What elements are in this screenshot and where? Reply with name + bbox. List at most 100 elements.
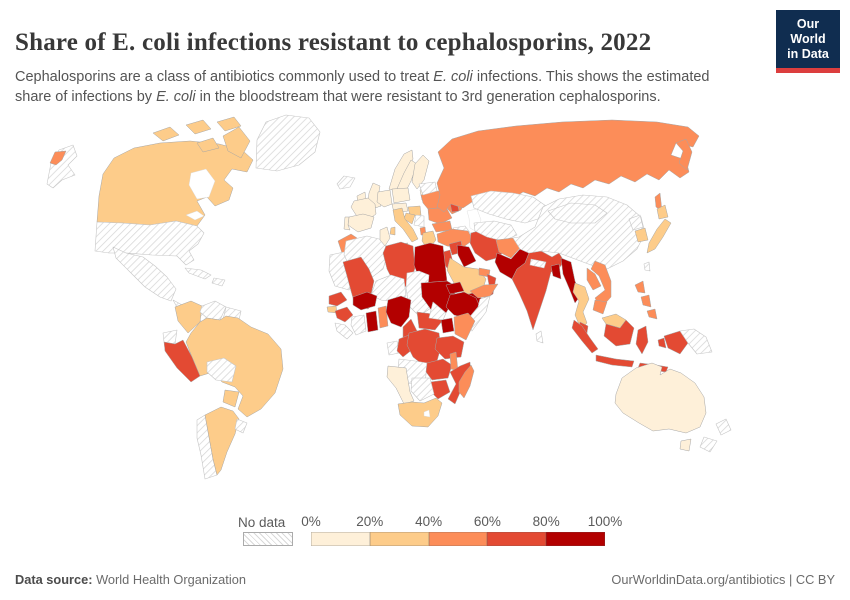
country-japan-hokkaido[interactable] bbox=[656, 204, 669, 220]
country-burkina-faso[interactable] bbox=[352, 291, 378, 311]
country-uganda[interactable] bbox=[440, 317, 455, 334]
owid-logo-line1: Our World bbox=[790, 17, 826, 46]
country-portugal[interactable] bbox=[343, 216, 351, 231]
country-turkey[interactable] bbox=[436, 228, 474, 249]
owid-logo[interactable]: Our World in Data bbox=[776, 10, 840, 73]
country-ecuador[interactable] bbox=[162, 329, 178, 345]
legend-tick-100: 100% bbox=[587, 514, 623, 529]
chart-subtitle: Cephalosporins are a class of antibiotic… bbox=[15, 67, 727, 108]
country-indonesia-papua[interactable] bbox=[663, 330, 689, 355]
country-cote-divoire[interactable] bbox=[350, 314, 367, 336]
country-uruguay[interactable] bbox=[234, 418, 248, 434]
region-hispaniola[interactable] bbox=[211, 277, 226, 287]
country-kenya[interactable] bbox=[453, 312, 476, 341]
country-canada-arctic-island[interactable] bbox=[152, 126, 180, 142]
country-mexico[interactable] bbox=[112, 246, 177, 302]
country-argentina[interactable] bbox=[204, 406, 240, 476]
country-indonesia-java[interactable] bbox=[595, 354, 635, 368]
country-canada[interactable] bbox=[96, 140, 254, 227]
country-bolivia[interactable] bbox=[206, 357, 237, 383]
legend-color-bar bbox=[311, 532, 605, 546]
country-philippines[interactable] bbox=[640, 294, 652, 308]
country-paraguay[interactable] bbox=[222, 389, 240, 408]
country-russia-kamchatka[interactable] bbox=[675, 138, 693, 171]
country-bangladesh[interactable] bbox=[550, 263, 562, 280]
country-sri-lanka[interactable] bbox=[535, 330, 544, 344]
country-mongolia[interactable] bbox=[547, 202, 608, 224]
country-philippines-mindanao[interactable] bbox=[646, 308, 658, 320]
legend-no-data-swatch[interactable] bbox=[243, 532, 293, 546]
country-canada-arctic-island[interactable] bbox=[216, 116, 242, 132]
country-china[interactable] bbox=[512, 194, 646, 270]
country-greenland[interactable] bbox=[255, 114, 321, 172]
country-canada-arctic-island[interactable] bbox=[185, 119, 212, 135]
country-russia-chukotka[interactable] bbox=[49, 150, 67, 166]
country-australia-tasmania[interactable] bbox=[679, 438, 692, 452]
country-zambia[interactable] bbox=[425, 358, 453, 381]
country-gabon[interactable] bbox=[386, 340, 400, 356]
country-taiwan[interactable] bbox=[643, 261, 651, 272]
country-indonesia-maluku[interactable] bbox=[657, 337, 667, 349]
legend-bin-40-60[interactable] bbox=[428, 532, 488, 546]
country-italy[interactable] bbox=[392, 207, 419, 243]
country-botswana[interactable] bbox=[410, 377, 435, 402]
country-italy-sardinia[interactable] bbox=[389, 226, 396, 236]
country-belarus[interactable] bbox=[418, 181, 438, 196]
subtitle-italic-ecoli: E. coli bbox=[156, 89, 196, 106]
country-iraq[interactable] bbox=[456, 244, 477, 268]
hudson-bay bbox=[188, 168, 216, 200]
country-nepal[interactable] bbox=[529, 258, 547, 269]
country-guinea[interactable] bbox=[334, 306, 354, 323]
country-japan[interactable] bbox=[646, 218, 672, 254]
country-australia[interactable] bbox=[614, 362, 707, 434]
lesotho bbox=[423, 409, 431, 418]
country-tunisia[interactable] bbox=[379, 226, 391, 247]
country-iceland[interactable] bbox=[336, 175, 356, 190]
country-ghana[interactable] bbox=[365, 310, 379, 333]
region-somaliland[interactable] bbox=[469, 283, 499, 299]
region-togo-benin[interactable] bbox=[377, 305, 389, 329]
country-nigeria[interactable] bbox=[385, 295, 412, 328]
country-eritrea[interactable] bbox=[445, 281, 465, 295]
country-madagascar[interactable] bbox=[458, 364, 475, 399]
country-laos[interactable] bbox=[586, 267, 602, 291]
subtitle-text: infections. This shows the estimated sha… bbox=[15, 68, 710, 106]
country-cuba[interactable] bbox=[184, 267, 212, 280]
legend-bin-60-80[interactable] bbox=[487, 532, 547, 546]
country-afghanistan[interactable] bbox=[495, 237, 521, 259]
country-south-korea[interactable] bbox=[634, 227, 649, 243]
data-source-label: Data source: bbox=[15, 572, 93, 587]
country-finland[interactable] bbox=[411, 154, 430, 190]
country-canada-baffin[interactable] bbox=[222, 126, 251, 159]
chart-footer: Data source: World Health Organization O… bbox=[0, 566, 850, 600]
country-india[interactable] bbox=[511, 250, 565, 331]
country-canada-arctic-island[interactable] bbox=[196, 137, 220, 153]
region-central-asia[interactable] bbox=[473, 220, 518, 242]
country-indonesia-sulawesi[interactable] bbox=[635, 325, 649, 355]
legend-bin-0-20[interactable] bbox=[311, 532, 370, 546]
legend-bin-20-40[interactable] bbox=[369, 532, 429, 546]
country-philippines-luzon[interactable] bbox=[634, 280, 646, 294]
country-north-korea[interactable] bbox=[628, 214, 644, 231]
country-indonesia-borneo[interactable] bbox=[603, 319, 635, 347]
country-new-zealand-south[interactable] bbox=[699, 436, 718, 453]
country-papua-new-guinea[interactable] bbox=[679, 328, 713, 355]
country-united-states[interactable] bbox=[94, 220, 205, 266]
country-peru[interactable] bbox=[163, 339, 201, 383]
country-senegal[interactable] bbox=[328, 291, 348, 307]
region-serbia-bosnia[interactable] bbox=[413, 214, 425, 228]
country-indonesia-sumatra[interactable] bbox=[571, 319, 599, 354]
country-poland[interactable] bbox=[391, 187, 411, 204]
country-new-zealand-north[interactable] bbox=[715, 418, 732, 436]
country-south-africa[interactable] bbox=[397, 397, 443, 428]
country-hungary[interactable] bbox=[407, 205, 422, 217]
country-tanzania[interactable] bbox=[434, 335, 465, 360]
credit-link[interactable]: OurWorldinData.org/antibiotics | CC BY bbox=[611, 572, 835, 587]
legend-bin-80-100[interactable] bbox=[546, 532, 605, 546]
region-sierra-leone-liberia[interactable] bbox=[334, 322, 354, 340]
page-title: Share of E. coli infections resistant to… bbox=[15, 28, 652, 56]
country-spain[interactable] bbox=[347, 213, 375, 233]
country-germany[interactable] bbox=[376, 189, 393, 208]
country-cambodia[interactable] bbox=[592, 299, 608, 315]
